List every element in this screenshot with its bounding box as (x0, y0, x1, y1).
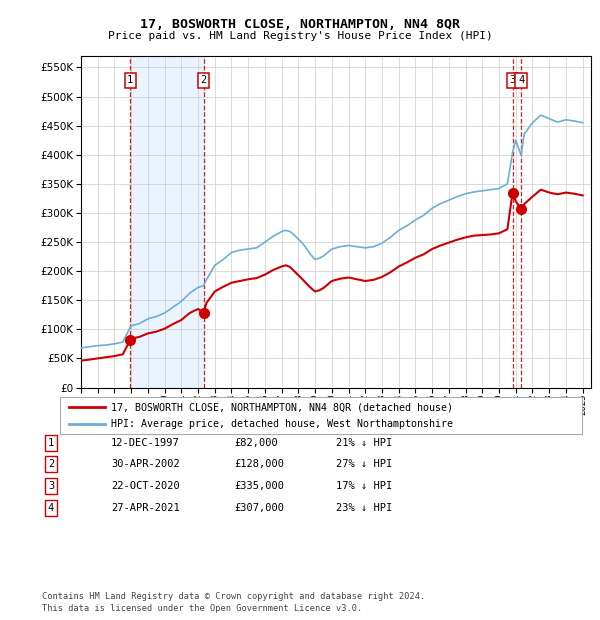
Text: 17, BOSWORTH CLOSE, NORTHAMPTON, NN4 8QR (detached house): 17, BOSWORTH CLOSE, NORTHAMPTON, NN4 8QR… (111, 402, 453, 412)
Text: 1: 1 (48, 438, 54, 448)
Text: £128,000: £128,000 (234, 459, 284, 469)
Text: £335,000: £335,000 (234, 481, 284, 491)
Text: 17% ↓ HPI: 17% ↓ HPI (336, 481, 392, 491)
Text: 23% ↓ HPI: 23% ↓ HPI (336, 503, 392, 513)
Text: 2: 2 (200, 75, 206, 85)
Text: Price paid vs. HM Land Registry's House Price Index (HPI): Price paid vs. HM Land Registry's House … (107, 31, 493, 41)
Text: £307,000: £307,000 (234, 503, 284, 513)
Text: 30-APR-2002: 30-APR-2002 (111, 459, 180, 469)
Text: HPI: Average price, detached house, West Northamptonshire: HPI: Average price, detached house, West… (111, 418, 453, 428)
Text: 4: 4 (48, 503, 54, 513)
Text: 12-DEC-1997: 12-DEC-1997 (111, 438, 180, 448)
Bar (130, 56, 203, 388)
Text: 17, BOSWORTH CLOSE, NORTHAMPTON, NN4 8QR: 17, BOSWORTH CLOSE, NORTHAMPTON, NN4 8QR (140, 19, 460, 31)
Text: 3: 3 (48, 481, 54, 491)
Text: 2: 2 (48, 459, 54, 469)
Text: Contains HM Land Registry data © Crown copyright and database right 2024.: Contains HM Land Registry data © Crown c… (42, 592, 425, 601)
Text: 1: 1 (127, 75, 133, 85)
Text: 4: 4 (518, 75, 524, 85)
Text: 27-APR-2021: 27-APR-2021 (111, 503, 180, 513)
Text: This data is licensed under the Open Government Licence v3.0.: This data is licensed under the Open Gov… (42, 604, 362, 613)
Text: 22-OCT-2020: 22-OCT-2020 (111, 481, 180, 491)
Text: £82,000: £82,000 (234, 438, 278, 448)
Text: 27% ↓ HPI: 27% ↓ HPI (336, 459, 392, 469)
Text: 3: 3 (509, 75, 516, 85)
Text: 21% ↓ HPI: 21% ↓ HPI (336, 438, 392, 448)
